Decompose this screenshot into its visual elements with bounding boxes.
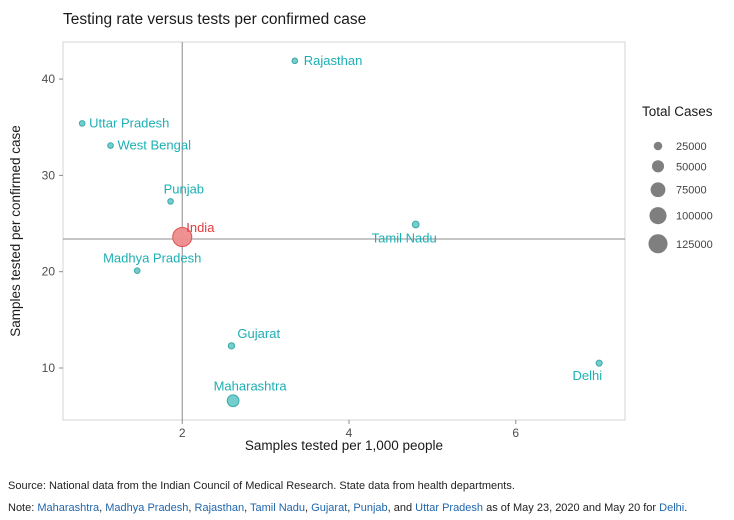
data-point-west-bengal [107, 142, 114, 149]
data-point-gujarat [227, 342, 236, 350]
legend-circle-50000 [651, 160, 665, 173]
point-label-west-bengal: West Bengal [118, 138, 192, 153]
data-point-uttar-pradesh [78, 120, 86, 127]
x-axis-title: Samples tested per 1,000 people [245, 438, 443, 453]
y-tick-label: 10 [42, 361, 56, 375]
note-text: , [188, 502, 195, 514]
point-label-maharashtra: Maharashtra [214, 379, 288, 394]
note-link-punjab[interactable]: Punjab [353, 502, 388, 514]
legend-label-125000: 125000 [676, 239, 713, 251]
data-point-tamil-nadu [411, 220, 420, 229]
data-note: Note: Maharashtra, Madhya Pradesh, Rajas… [8, 497, 726, 519]
legend-label-50000: 50000 [676, 161, 707, 173]
point-label-gujarat: Gujarat [237, 326, 280, 341]
note-link-tamil-nadu[interactable]: Tamil Nadu [250, 502, 306, 514]
data-point-india [172, 226, 193, 248]
data-point-punjab [167, 198, 174, 205]
legend-circle-75000 [650, 182, 666, 198]
y-axis-title: Samples tested per confirmed case [8, 125, 23, 337]
point-label-madhya-pradesh: Madhya Pradesh [103, 251, 201, 266]
note-link-rajasthan[interactable]: Rajasthan [194, 502, 245, 514]
note-link-uttar-pradesh[interactable]: Uttar Pradesh [415, 502, 484, 514]
note-text: , [99, 502, 106, 514]
data-point-maharashtra [226, 394, 240, 408]
scatter-chart: Testing rate versus tests per confirmed … [8, 11, 713, 453]
note-link-madhya-pradesh[interactable]: Madhya Pradesh [105, 502, 189, 514]
data-point-delhi [595, 359, 603, 367]
note-link-gujarat[interactable]: Gujarat [311, 502, 348, 514]
legend-label-100000: 100000 [676, 211, 713, 223]
point-label-tamil-nadu: Tamil Nadu [372, 230, 437, 245]
point-label-delhi: Delhi [573, 368, 603, 383]
note-text: , [305, 502, 312, 514]
point-label-india: India [186, 220, 215, 235]
plot-layer: 2 4 6 10 20 30 40 Rajasthan Uttar Pradesh West Be… [42, 41, 713, 440]
data-point-rajasthan [291, 57, 299, 65]
note-link-delhi[interactable]: Delhi [659, 502, 685, 514]
source-note: Source: National data from the Indian Co… [8, 480, 515, 492]
note-text: as of May 23, 2020 and May 20 for [483, 502, 660, 514]
legend-circle-125000 [648, 234, 668, 254]
note-link-maharashtra[interactable]: Maharashtra [37, 502, 100, 514]
legend-label-25000: 25000 [676, 141, 707, 153]
point-label-rajasthan: Rajasthan [304, 53, 363, 68]
point-label-punjab: Punjab [164, 181, 204, 196]
plot-panel [62, 41, 626, 421]
note-text: , [347, 502, 354, 514]
x-tick-label: 2 [179, 426, 186, 440]
point-label-uttar-pradesh: Uttar Pradesh [89, 115, 169, 130]
legend-circle-100000 [649, 207, 667, 225]
note-text: , and [387, 502, 416, 514]
footer-notes: Source: National data from the Indian Co… [0, 467, 734, 519]
x-tick-label: 6 [512, 426, 519, 440]
note-text: . [684, 502, 688, 514]
legend-circle-25000 [653, 141, 663, 151]
data-point-madhya-pradesh [133, 267, 141, 275]
x-tick-label: 4 [346, 426, 353, 440]
y-tick-label: 40 [42, 72, 56, 86]
legend-label-75000: 75000 [676, 185, 707, 197]
chart-title: Testing rate versus tests per confirmed … [63, 11, 366, 28]
y-tick-label: 20 [42, 265, 56, 279]
note-text: Note: [8, 502, 38, 514]
note-text: , [244, 502, 251, 514]
legend-title: Total Cases [642, 104, 713, 119]
y-tick-label: 30 [42, 168, 56, 182]
